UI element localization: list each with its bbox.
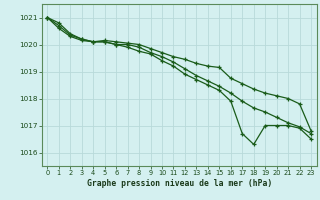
X-axis label: Graphe pression niveau de la mer (hPa): Graphe pression niveau de la mer (hPa) (87, 179, 272, 188)
